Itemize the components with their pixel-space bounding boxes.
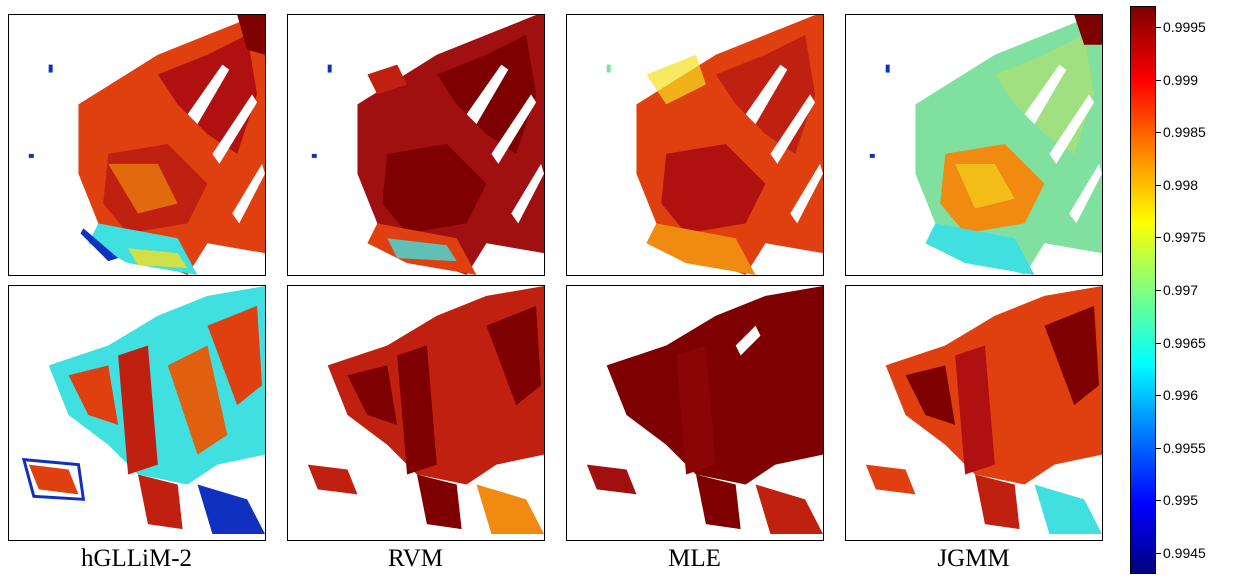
colorbar-tick-mark bbox=[1156, 27, 1161, 28]
colorbar-tick-mark bbox=[1156, 132, 1161, 134]
colorbar-tick-mark bbox=[1156, 290, 1161, 291]
colorbar-tick-label: 0.9945 bbox=[1163, 545, 1206, 561]
colorbar-tick-label: 0.9975 bbox=[1163, 229, 1206, 246]
colorbar-tick-mark bbox=[1156, 237, 1161, 239]
colorbar-tick-label: 0.996 bbox=[1163, 387, 1199, 404]
colorbar-tick-label: 0.9995 bbox=[1163, 19, 1206, 35]
colorbar-tick-label: 0.997 bbox=[1163, 282, 1199, 298]
map-jgmm-top bbox=[869, 15, 1102, 275]
caption-mle: MLE bbox=[668, 545, 721, 572]
caption-hglim: hGLLiM-2 bbox=[80, 545, 193, 572]
colorbar-tick-mark bbox=[1156, 447, 1161, 449]
panel-rvm-bottom bbox=[287, 285, 545, 541]
colorbar-tick-label: 0.998 bbox=[1163, 176, 1199, 193]
colorbar-tick-mark bbox=[1156, 79, 1161, 81]
colorbar bbox=[1130, 6, 1156, 574]
map-rvm-bottom bbox=[307, 286, 544, 535]
panel-hglim-top bbox=[8, 14, 266, 276]
map-mle-top bbox=[606, 15, 823, 275]
panel-rvm-top bbox=[287, 14, 545, 276]
map-rvm-top bbox=[311, 15, 544, 275]
colorbar-tick-mark bbox=[1156, 500, 1161, 502]
panel-hglim-bottom bbox=[8, 285, 266, 541]
colorbar-tick-label: 0.9985 bbox=[1163, 124, 1206, 141]
colorbar-tick-mark bbox=[1156, 553, 1161, 554]
map-jgmm-bottom bbox=[865, 286, 1102, 535]
panel-mle-top bbox=[566, 14, 824, 276]
colorbar-tick-mark bbox=[1156, 395, 1161, 397]
caption-rvm: RVM bbox=[388, 545, 443, 572]
map-hglim-top bbox=[28, 15, 265, 275]
colorbar-tick-label: 0.9965 bbox=[1163, 334, 1206, 351]
colorbar-tick-label: 0.999 bbox=[1163, 71, 1199, 88]
colorbar-tick-label: 0.9955 bbox=[1163, 439, 1206, 456]
map-mle-bottom bbox=[586, 286, 823, 535]
panel-jgmm-top bbox=[845, 14, 1103, 276]
colorbar-tick-mark bbox=[1156, 184, 1161, 186]
colorbar-tick-label: 0.995 bbox=[1163, 492, 1199, 509]
panel-mle-bottom bbox=[566, 285, 824, 541]
map-hglim-bottom bbox=[21, 286, 265, 535]
colorbar-tick-mark bbox=[1156, 342, 1161, 344]
panel-jgmm-bottom bbox=[845, 285, 1103, 541]
caption-jgmm: JGMM bbox=[937, 545, 1010, 572]
